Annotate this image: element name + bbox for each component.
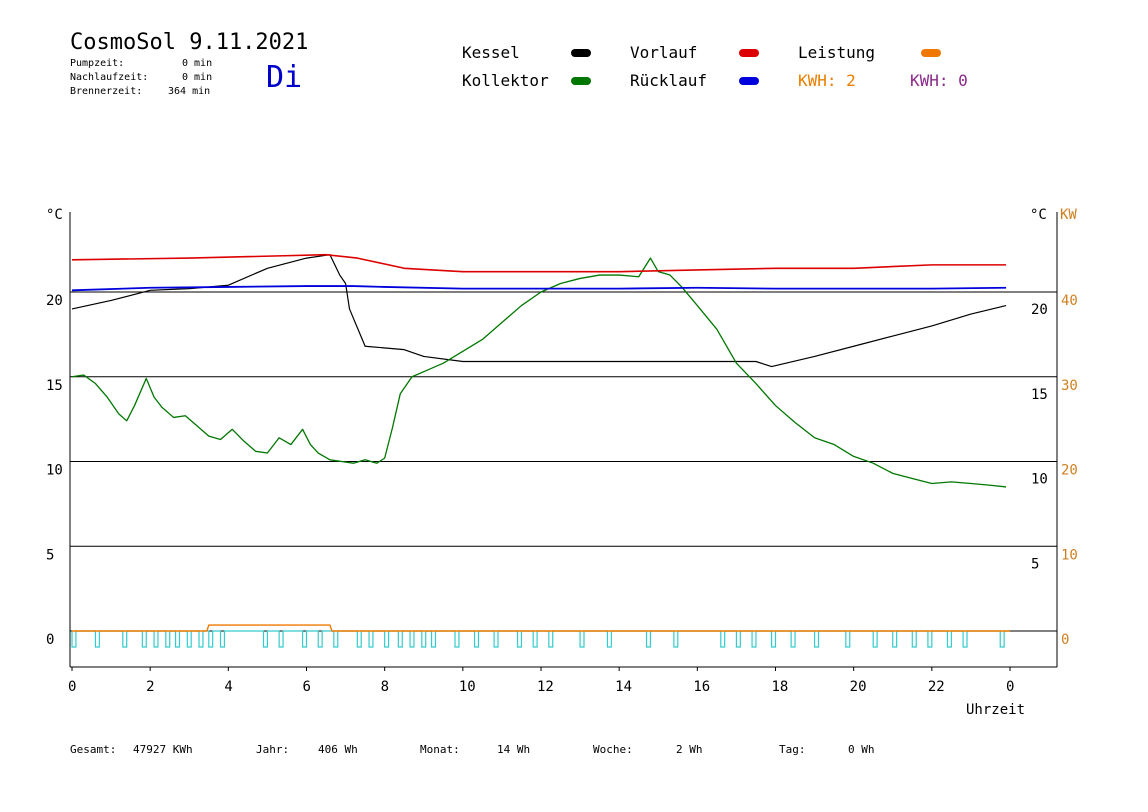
footer-gesamt-value: 47927 KWh <box>133 743 193 756</box>
pumpzeit-label: Pumpzeit: <box>70 58 125 69</box>
x-tick-7: 14 <box>615 679 632 695</box>
footer-woche-value: 2 Wh <box>676 743 703 756</box>
series-kollektor <box>71 257 1007 488</box>
y-tick-left-5: 5 <box>46 547 54 563</box>
y-tick-left-20: 20 <box>46 293 63 309</box>
legend-kessel-swatch <box>571 49 591 57</box>
y-tick-right-c-5: 5 <box>1031 556 1039 572</box>
x-tick-4: 8 <box>381 679 389 695</box>
series-kessel <box>71 254 1007 368</box>
series-vorlauf <box>71 253 1007 273</box>
footer-monat-label: Monat: <box>420 743 460 756</box>
y-tick-right-c-15: 15 <box>1031 387 1048 403</box>
legend-kollektor-label: Kollektor <box>462 71 549 90</box>
x-tick-9: 18 <box>772 679 789 695</box>
weekday-label: Di <box>266 60 303 95</box>
x-tick-10: 20 <box>850 679 867 695</box>
y-tick-left-15: 15 <box>46 378 63 394</box>
x-tick-0: 0 <box>68 679 76 695</box>
footer-jahr-value: 406 Wh <box>318 743 358 756</box>
pumpzeit-value: 0 min <box>182 58 213 69</box>
x-tick-12: 0 <box>1006 679 1014 695</box>
x-axis-label: Uhrzeit <box>966 702 1025 718</box>
y-axis-label-left: °C <box>46 207 63 223</box>
x-tick-11: 22 <box>928 679 945 695</box>
nachlaufzeit-label: Nachlaufzeit: <box>70 72 149 83</box>
y-tick-right-c-20: 20 <box>1031 302 1048 318</box>
footer-gesamt-label: Gesamt: <box>70 743 117 756</box>
legend-kwh-purple: KWH: 0 <box>910 71 968 90</box>
y-tick-left-0: 0 <box>46 632 54 648</box>
legend-leistung-swatch <box>921 49 941 57</box>
y-axis-label-right-kw: KW <box>1060 207 1077 223</box>
legend-ruecklauf-label: Rücklauf <box>630 71 708 90</box>
nachlaufzeit-value: 0 min <box>182 72 213 83</box>
y-tick-right-kw-10: 10 <box>1061 547 1078 563</box>
brennerzeit-value: 364 min <box>168 86 211 97</box>
legend-kollektor-swatch <box>571 77 591 85</box>
y-tick-right-kw-0: 0 <box>1061 632 1069 648</box>
y-tick-right-kw-20: 20 <box>1061 463 1078 479</box>
x-tick-2: 4 <box>224 679 232 695</box>
legend-leistung-label: Leistung <box>798 43 876 62</box>
series-leistung <box>72 624 1010 632</box>
x-tick-5: 10 <box>459 679 476 695</box>
y-axis-label-right-c: °C <box>1030 207 1047 223</box>
x-tick-6: 12 <box>537 679 554 695</box>
footer-jahr-label: Jahr: <box>256 743 290 756</box>
legend-ruecklauf-swatch <box>739 77 759 85</box>
y-tick-right-kw-40: 40 <box>1061 293 1078 309</box>
legend-vorlauf-label: Vorlauf <box>630 43 698 62</box>
x-tick-8: 16 <box>693 679 710 695</box>
x-tick-1: 2 <box>146 679 154 695</box>
chart-title: CosmoSol 9.11.2021 <box>70 30 309 55</box>
legend-kessel-label: Kessel <box>462 43 520 62</box>
y-tick-right-c-10: 10 <box>1031 472 1048 488</box>
y-tick-right-kw-30: 30 <box>1061 378 1078 394</box>
footer-tag-value: 0 Wh <box>848 743 875 756</box>
y-tick-left-10: 10 <box>46 463 63 479</box>
series-pumpe <box>71 630 1010 648</box>
x-tick-3: 6 <box>303 679 311 695</box>
footer-tag-label: Tag: <box>779 743 806 756</box>
footer-woche-label: Woche: <box>593 743 633 756</box>
legend-vorlauf-swatch <box>739 49 759 57</box>
series-ruecklauf <box>71 285 1007 292</box>
footer-monat-value: 14 Wh <box>497 743 531 756</box>
legend-kwh-orange: KWH: 2 <box>798 71 856 90</box>
brennerzeit-label: Brennerzeit: <box>70 86 143 97</box>
